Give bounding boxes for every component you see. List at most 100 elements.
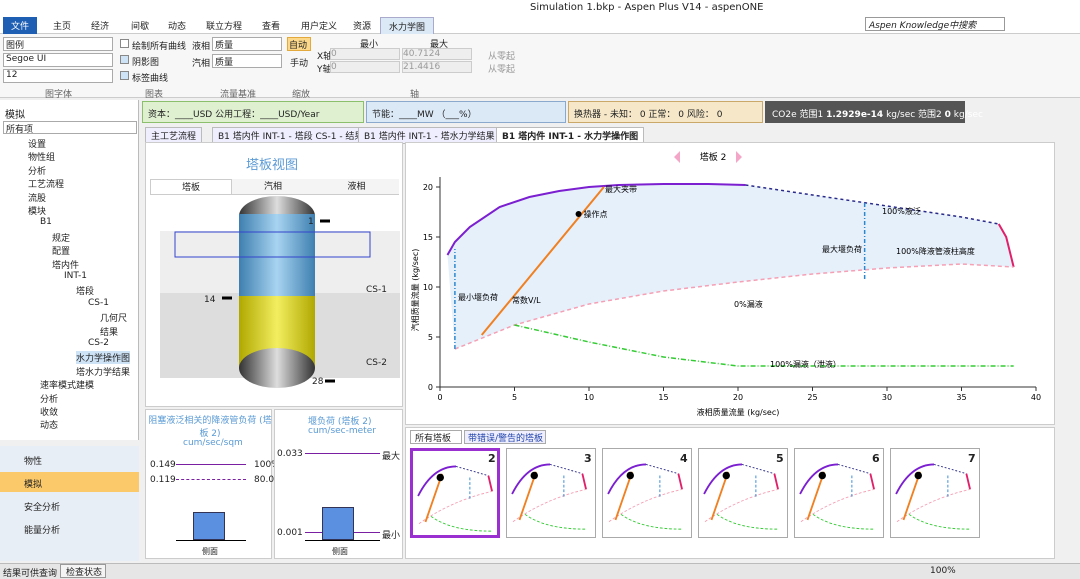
- thumbnail[interactable]: [698, 448, 788, 538]
- zoom-text: 100%: [930, 566, 956, 576]
- tree-item[interactable]: 物性组: [28, 153, 56, 164]
- curve-label: 0%漏液: [734, 299, 763, 309]
- limit-line: [176, 479, 246, 480]
- field[interactable]: 0: [330, 48, 400, 60]
- x-tick-label: 0: [437, 393, 442, 402]
- tree-item[interactable]: 动态: [40, 421, 59, 432]
- thumbnail-label[interactable]: 3: [584, 452, 592, 465]
- field[interactable]: 40.7124: [402, 48, 472, 60]
- thumbnail-label[interactable]: 4: [680, 452, 688, 465]
- field[interactable]: 21.4416: [402, 61, 472, 73]
- tree-item[interactable]: 塔段: [76, 287, 95, 298]
- thumbnail[interactable]: [506, 448, 596, 538]
- tree-item[interactable]: 塔内件: [52, 260, 80, 271]
- tree-item[interactable]: 水力学操作图: [76, 351, 131, 365]
- value: 0.149: [150, 460, 176, 470]
- thumbnail[interactable]: [794, 448, 884, 538]
- ribbon-tab[interactable]: 资源: [353, 22, 372, 32]
- dropdown[interactable]: 质量: [212, 37, 282, 51]
- tree-item[interactable]: 几何尺: [100, 314, 128, 325]
- tower-diagram: [160, 196, 400, 388]
- thumbnail[interactable]: [602, 448, 692, 538]
- checkbox-box[interactable]: [120, 71, 129, 80]
- group-label: 轴: [410, 90, 420, 100]
- checkbox[interactable]: 绘制所有曲线: [132, 42, 187, 52]
- tower-tab[interactable]: 液相: [314, 179, 399, 195]
- tree-item[interactable]: 流股: [28, 193, 47, 204]
- bar-label: 侧面: [332, 547, 348, 556]
- thumbnail-label[interactable]: 5: [776, 452, 784, 465]
- thumbnail[interactable]: [890, 448, 980, 538]
- thumbnail-label[interactable]: 2: [488, 452, 496, 465]
- nav-section[interactable]: 模拟: [24, 480, 43, 490]
- panel-unit: cum/sec/sqm: [183, 438, 243, 448]
- thumbnail-label[interactable]: 7: [968, 452, 976, 465]
- ribbon-tab[interactable]: 经济: [91, 22, 110, 32]
- curve: [454, 263, 1014, 350]
- checkbox[interactable]: 标签曲线: [132, 74, 169, 84]
- tree-item[interactable]: 工艺流程: [28, 180, 65, 191]
- checkbox[interactable]: 阴影图: [132, 58, 160, 68]
- tree-item[interactable]: CS-2: [88, 338, 109, 348]
- x-tick-label: 20: [733, 393, 743, 402]
- x-tick-label: 40: [1031, 393, 1041, 402]
- plot-tab[interactable]: 所有塔板: [410, 430, 462, 444]
- checkbox[interactable]: 从零起: [488, 65, 516, 75]
- nav-section[interactable]: 能量分析: [24, 526, 61, 536]
- check-button[interactable]: 检查状态: [60, 564, 106, 578]
- checkbox[interactable]: 从零起: [488, 52, 516, 62]
- manual-button[interactable]: 手动: [290, 59, 309, 69]
- baseline: [176, 540, 246, 541]
- tree-item[interactable]: 速率模式建模: [40, 381, 95, 392]
- curve-label: 最大夹带: [605, 184, 637, 194]
- nav-section[interactable]: 物性: [24, 457, 43, 467]
- tree-item[interactable]: INT-1: [64, 271, 88, 281]
- font-dropdown[interactable]: Segoe UI: [3, 53, 113, 67]
- ribbon-tab[interactable]: 动态: [168, 22, 187, 32]
- stream-label: 1: [308, 217, 314, 227]
- y-tick-label: 0: [428, 383, 433, 392]
- curve-label: 100%降液管液柱高度: [896, 246, 975, 256]
- co2-text: CO2e 范围1 1.2929e-14 kg/sec 范围2 0 kg/sec: [772, 107, 983, 120]
- ribbon-tab[interactable]: 联立方程: [206, 22, 243, 32]
- ribbon-tab[interactable]: 查看: [262, 22, 281, 32]
- tree-item[interactable]: 规定: [52, 233, 71, 244]
- status-text: 结果可供查询: [3, 569, 58, 579]
- checkbox-box[interactable]: [120, 39, 129, 48]
- legend-dropdown[interactable]: 图例: [3, 37, 113, 51]
- tree-item[interactable]: 模块: [28, 207, 47, 217]
- x-tick-label: 30: [882, 393, 892, 402]
- tower-tab[interactable]: 汽相: [232, 179, 314, 195]
- tower-tab[interactable]: 塔板: [150, 179, 232, 195]
- limit: 80.0%: [254, 475, 283, 485]
- plot-tab[interactable]: 带错误/警告的塔板: [464, 430, 546, 444]
- dropdown[interactable]: 质量: [212, 54, 282, 68]
- ribbon-tab[interactable]: 文件: [3, 17, 38, 34]
- auto-button[interactable]: 自动: [287, 37, 311, 51]
- tree-item[interactable]: 结果: [100, 327, 119, 338]
- tree-item[interactable]: 设置: [28, 140, 47, 150]
- nav-section[interactable]: 安全分析: [24, 503, 61, 513]
- co2-panel: [765, 101, 965, 123]
- tree-item[interactable]: B1: [40, 217, 52, 228]
- thumbnail-label[interactable]: 6: [872, 452, 880, 465]
- filter-dropdown[interactable]: 所有项: [3, 121, 137, 135]
- tree-item[interactable]: 塔水力学结果: [76, 367, 131, 378]
- checkbox-box[interactable]: [120, 55, 129, 64]
- tree-item[interactable]: 分析: [28, 166, 47, 177]
- ribbon-tab[interactable]: 间歇: [131, 22, 150, 32]
- energy-panel: [366, 101, 566, 123]
- ribbon-tab[interactable]: 主页: [53, 22, 72, 32]
- tree-item[interactable]: 配置: [52, 247, 71, 258]
- search-box[interactable]: Aspen Knowledge中搜索: [865, 17, 1005, 31]
- field[interactable]: 0: [330, 61, 400, 73]
- tree-item[interactable]: 分析: [40, 394, 59, 405]
- stream-label: 28: [312, 377, 324, 387]
- ribbon-tab[interactable]: 用户定义: [301, 22, 338, 32]
- thumbnail[interactable]: [410, 448, 500, 538]
- size-dropdown[interactable]: 12: [3, 69, 113, 83]
- title-bar: [0, 0, 1080, 16]
- tree-item[interactable]: CS-1: [88, 297, 109, 308]
- tree-item[interactable]: 收敛: [40, 408, 59, 418]
